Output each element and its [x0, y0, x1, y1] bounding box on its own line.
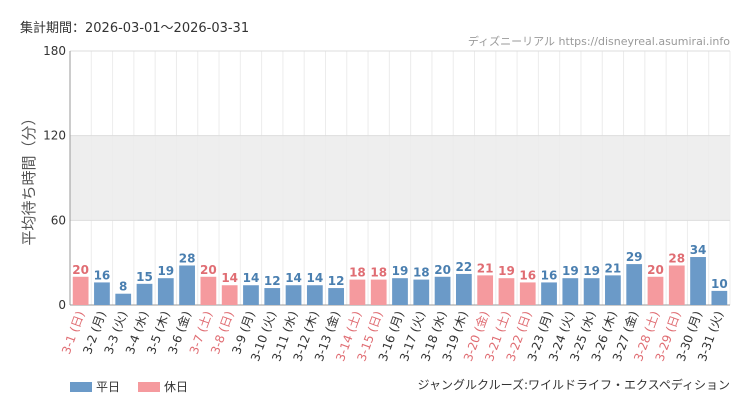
legend-weekday-label: 平日: [96, 380, 121, 394]
bar: [349, 279, 366, 305]
band-60-120: [70, 135, 730, 221]
bar-value-label: 34: [690, 243, 707, 257]
bar-value-label: 20: [72, 263, 89, 277]
legend-holiday-label: 休日: [164, 380, 189, 394]
bar: [264, 288, 281, 305]
bar: [690, 257, 706, 305]
legend-weekday-swatch: [70, 381, 92, 392]
legend-holiday: 休日: [138, 378, 188, 395]
bar: [370, 279, 387, 305]
bar-value-label: 19: [498, 264, 515, 278]
bar-value-label: 14: [221, 271, 238, 285]
bar: [328, 288, 345, 305]
bar: [626, 264, 643, 305]
bar-value-label: 20: [434, 263, 451, 277]
bar-value-label: 19: [562, 264, 579, 278]
y-tick-label: 180: [43, 44, 66, 58]
bar-value-label: 28: [668, 251, 685, 265]
bar: [72, 276, 89, 305]
bar-value-label: 14: [306, 271, 323, 285]
bar: [434, 276, 451, 305]
bar: [94, 282, 110, 305]
bar-value-label: 16: [94, 268, 111, 282]
bar: [605, 275, 621, 305]
bar-value-label: 28: [179, 251, 196, 265]
attraction-name: ジャングルクルーズ:ワイルドライフ・エクスペディション: [417, 378, 730, 392]
bar: [200, 276, 217, 305]
bar: [668, 265, 685, 305]
bar-value-label: 20: [647, 263, 664, 277]
bar-value-label: 16: [541, 268, 558, 282]
bar: [179, 265, 195, 305]
bar-value-label: 14: [243, 271, 260, 285]
bar: [221, 285, 238, 305]
bar-value-label: 18: [349, 266, 366, 280]
source-label: ディズニーリアル https://disneyreal.asumirai.inf…: [467, 35, 730, 48]
bar-value-label: 19: [583, 264, 600, 278]
bar-value-label: 21: [477, 261, 494, 275]
bar: [519, 282, 536, 305]
bar-value-label: 15: [136, 270, 153, 284]
bar-value-label: 29: [626, 250, 643, 264]
bar: [413, 279, 430, 305]
legend-weekday: 平日: [70, 378, 120, 395]
bar: [306, 285, 323, 305]
bar-value-label: 21: [605, 261, 622, 275]
bar-value-label: 12: [328, 274, 345, 288]
bar-value-label: 20: [200, 263, 217, 277]
bar: [115, 293, 132, 305]
bar-value-label: 12: [264, 274, 281, 288]
bar-value-label: 22: [456, 260, 473, 274]
bar-value-label: 19: [157, 264, 174, 278]
bar: [647, 276, 664, 305]
bar-value-label: 18: [413, 266, 430, 280]
bar: [711, 290, 728, 305]
bar: [477, 275, 494, 305]
y-tick-label: 0: [58, 298, 66, 312]
bar: [498, 278, 515, 305]
bar: [392, 278, 408, 305]
bar-value-label: 19: [392, 264, 409, 278]
bar: [136, 283, 153, 305]
bar-value-label: 16: [519, 268, 536, 282]
bar: [455, 273, 472, 305]
bar-value-label: 8: [119, 280, 127, 294]
bar: [583, 278, 600, 305]
bar-value-label: 10: [711, 277, 728, 291]
bar: [157, 278, 174, 305]
bar: [562, 278, 579, 305]
bar-value-label: 14: [285, 271, 302, 285]
period-label: 集計期間：2026-03-01～2026-03-31: [20, 21, 250, 36]
legend-holiday-swatch: [138, 381, 161, 392]
bar: [285, 285, 302, 305]
bar-value-label: 18: [370, 266, 387, 280]
y-tick-label: 60: [51, 213, 66, 227]
y-axis-label: 平均待ち時間（分）: [20, 110, 38, 245]
bar: [243, 285, 259, 305]
legend: 平日 休日: [70, 378, 188, 395]
y-tick-label: 120: [43, 129, 66, 143]
bar: [541, 282, 557, 305]
